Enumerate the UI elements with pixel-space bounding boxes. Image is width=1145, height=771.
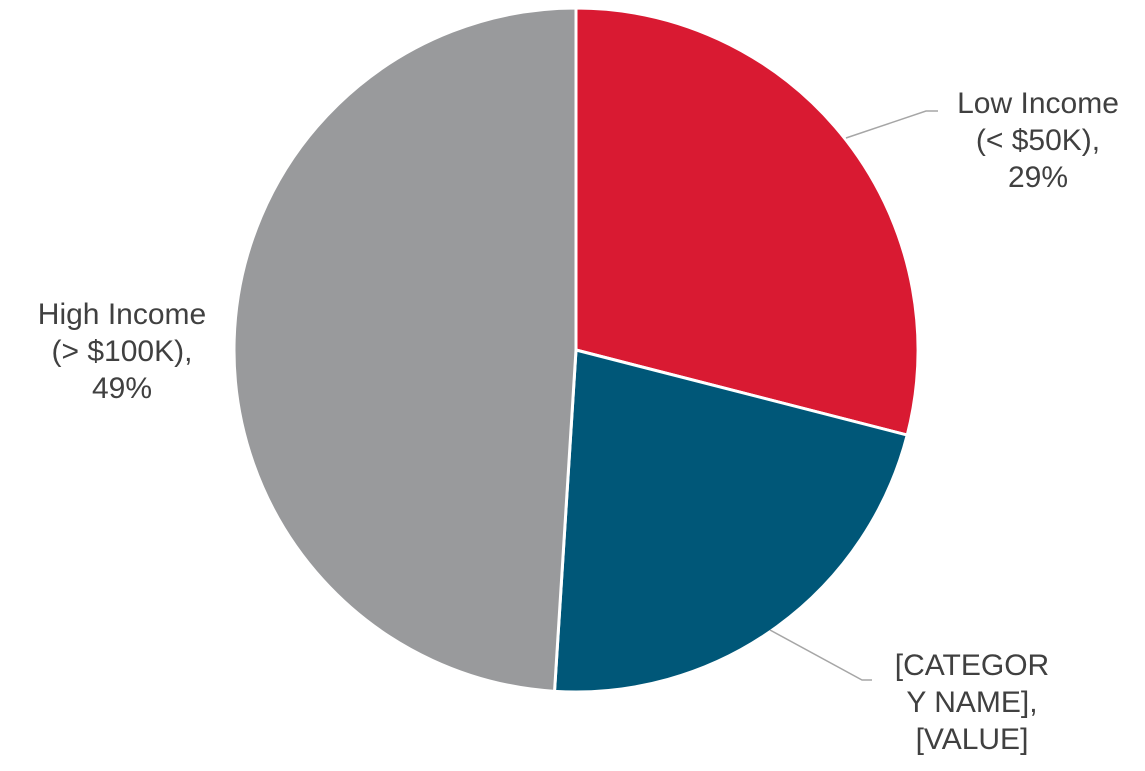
slice-label-line: [VALUE] xyxy=(916,723,1029,756)
slice-label-1: [CATEGOR Y NAME], [VALUE] xyxy=(895,649,1049,756)
slice-label-line: Y NAME], xyxy=(906,686,1037,719)
leader-lines xyxy=(769,110,938,681)
slice-label-line: High Income xyxy=(38,298,206,331)
pie-slices xyxy=(232,6,920,694)
slice-label-line: (< $50K), xyxy=(976,124,1100,157)
slice-label-line: (> $100K), xyxy=(52,335,193,368)
pie-slice-2 xyxy=(232,6,578,693)
leader-line-1 xyxy=(769,629,872,681)
pie-slice-0 xyxy=(574,6,920,437)
slice-label-line: [CATEGOR xyxy=(895,649,1049,682)
slice-label-2: High Income (> $100K), 49% xyxy=(38,298,206,405)
slice-label-line: 29% xyxy=(1008,161,1068,194)
slice-label-line: 49% xyxy=(92,372,152,405)
slice-labels: Low Income (< $50K), 29% [CATEGOR Y NAME], [V… xyxy=(38,87,1119,756)
slice-label-line: Low Income xyxy=(957,87,1119,120)
leader-line-0 xyxy=(845,110,938,139)
slice-label-0: Low Income (< $50K), 29% xyxy=(957,87,1119,194)
pie-slice-1 xyxy=(553,348,909,694)
